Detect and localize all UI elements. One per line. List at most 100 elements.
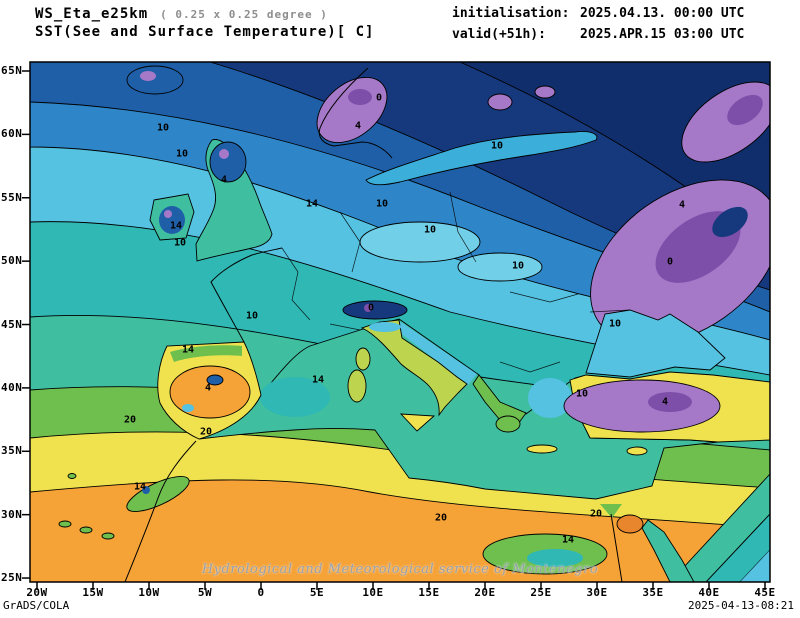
y-axis-label: 30N [1,507,23,521]
border-line [509,291,579,303]
border-line [339,211,361,273]
map-content [30,62,770,582]
x-axis-label: 15W [82,586,104,599]
anatolia-coldest-core [648,392,692,412]
italy-land [360,319,468,417]
ireland-purple-spot [164,210,172,218]
contour-label: 0 [367,302,375,314]
sst-contour-map [22,61,771,590]
contour-label: 14 [169,220,183,232]
red-sea [641,519,695,582]
finland-cold-spot-2 [534,85,556,99]
iceland-cold-blob [126,65,184,95]
west-med-patch [260,377,330,417]
y-axis-label: 65N [1,64,23,77]
contour-label: 4 [678,199,686,211]
contour-label: 0 [375,92,383,104]
contour-label: 20 [123,414,137,426]
contour-label: 20 [199,426,213,438]
contour-label: 20 [589,508,603,520]
contour-label: 10 [490,140,504,152]
contour-label: 4 [204,382,212,394]
northeast-corner-core [727,94,763,126]
madeira-island [67,473,77,479]
contour-label: 4 [354,120,362,132]
sierra-cold-spot [182,404,194,412]
contour-label: 10 [245,310,259,322]
y-axis-label: 45N [1,317,23,331]
contour-label: 14 [181,344,195,356]
valid-label: valid(+51h): [452,27,546,42]
baltic-sea [365,131,598,186]
contour-label: 0 [666,256,674,268]
x-axis-label: 0 [257,586,265,599]
y-axis-label: 35N [1,444,23,458]
scotland-purple-spot [219,149,229,159]
x-axis-label: 25E [530,586,552,599]
coastline-morocco [124,440,197,582]
border-line [499,361,561,373]
contour-label: 10 [156,122,170,134]
border-line [589,309,631,313]
nile-river [610,513,623,582]
contour-label: 20 [434,512,448,524]
init-label: initialisation: [452,6,570,21]
init-time-row: initialisation: 2025.04.13. 00:00 UTC [452,3,744,24]
coastline-norway [318,67,393,159]
contour-label: 10 [175,148,189,160]
po-valley-pocket [369,322,401,332]
x-axis-label: 5W [197,586,213,599]
model-name: WS_Eta_e25km [35,6,149,22]
alps-purple-spot [364,304,372,312]
contour-label: 10 [423,224,437,236]
contour-label: 4 [661,396,669,408]
russia-navy-spot [712,206,748,238]
central-europe-pocket [359,221,481,263]
atlas-cool-blob [126,476,190,512]
alps-cold-blob [342,300,408,320]
levant-hot-patch [616,514,644,534]
cyprus-land [626,446,648,456]
x-axis-label: 10W [138,586,160,599]
header-right: initialisation: 2025.04.13. 00:00 UTC va… [452,3,744,45]
coastline-france [210,247,283,343]
contour-label: 10 [575,388,589,400]
x-axis-label: 40E [698,586,720,599]
iceland-purple-spot [140,71,156,81]
x-axis-label: 20E [474,586,496,599]
y-axis-label: 60N [1,127,23,141]
render-timestamp: 2025-04-13-08:21 [688,599,794,612]
contour-label: 14 [311,374,325,386]
watermark: Hydrological and Meteorological service … [201,562,599,577]
border-line [449,191,477,263]
plot-frame [29,61,771,583]
mediterranean-sea [198,318,719,500]
country-borders [281,191,631,373]
peloponnese-land [495,415,521,433]
contour-label: 10 [608,318,622,330]
field-title: SST(See and Surface Temperature)[ C] [35,24,375,40]
egypt-cool-core [527,549,583,567]
border-line [329,323,361,331]
contour-label: 10 [173,237,187,249]
x-axis-label: 20W [26,586,48,599]
contour-label: 4 [220,174,228,186]
y-axis-label: 40N [1,380,23,394]
contour-label: 10 [511,260,525,272]
atlas-cold-spot [142,486,150,494]
init-value: 2025.04.13. 00:00 UTC [580,6,745,21]
canary-island-1 [58,520,72,528]
valid-value: 2025.APR.15 03:00 UTC [580,27,745,42]
x-axis-label: 45E [754,586,776,599]
x-axis-label: 10E [362,586,384,599]
sardinia-land [347,369,367,403]
nile-delta [600,504,622,518]
x-axis-label: 15E [418,586,440,599]
canary-island-2 [79,526,93,534]
pannonian-pocket [457,252,543,282]
header-left: WS_Eta_e25km ( 0.25 x 0.25 degree ) [35,3,328,22]
y-axis-label: 25N [1,571,23,585]
axis-ticks [22,70,766,590]
crete-land [526,444,558,454]
